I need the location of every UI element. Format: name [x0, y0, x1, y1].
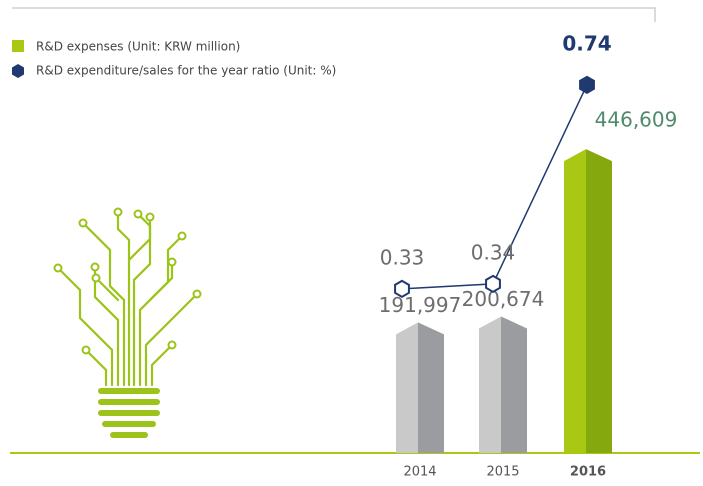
legend-swatch [12, 64, 24, 78]
bar-face [396, 322, 418, 453]
legend-swatch [12, 40, 24, 52]
data-label: 191,997 [379, 293, 462, 317]
bar-side [501, 316, 527, 453]
x-tick-label: 2016 [570, 465, 606, 480]
frame [12, 7, 656, 22]
bar-face [564, 149, 586, 454]
bar-side [418, 322, 444, 453]
legend-label: R&D expenses (Unit: KRW million) [36, 40, 240, 54]
legend-label: R&D expenditure/sales for the year ratio… [36, 64, 336, 78]
data-label: 0.33 [380, 245, 425, 269]
bar [396, 322, 444, 453]
line-marker [579, 75, 595, 95]
x-tick-label: 2014 [403, 465, 436, 480]
x-tick-label: 2015 [486, 465, 519, 480]
lightbulb-icon [53, 207, 202, 438]
bar [564, 149, 612, 454]
data-label: 200,674 [462, 287, 545, 311]
bar [479, 316, 527, 453]
data-label: 446,609 [595, 108, 678, 132]
line-marker [485, 274, 501, 294]
bar-face [479, 316, 501, 453]
data-label: 0.34 [471, 240, 516, 264]
line-marker [394, 279, 410, 298]
data-label: 0.74 [562, 31, 611, 55]
bar-side [586, 149, 612, 454]
